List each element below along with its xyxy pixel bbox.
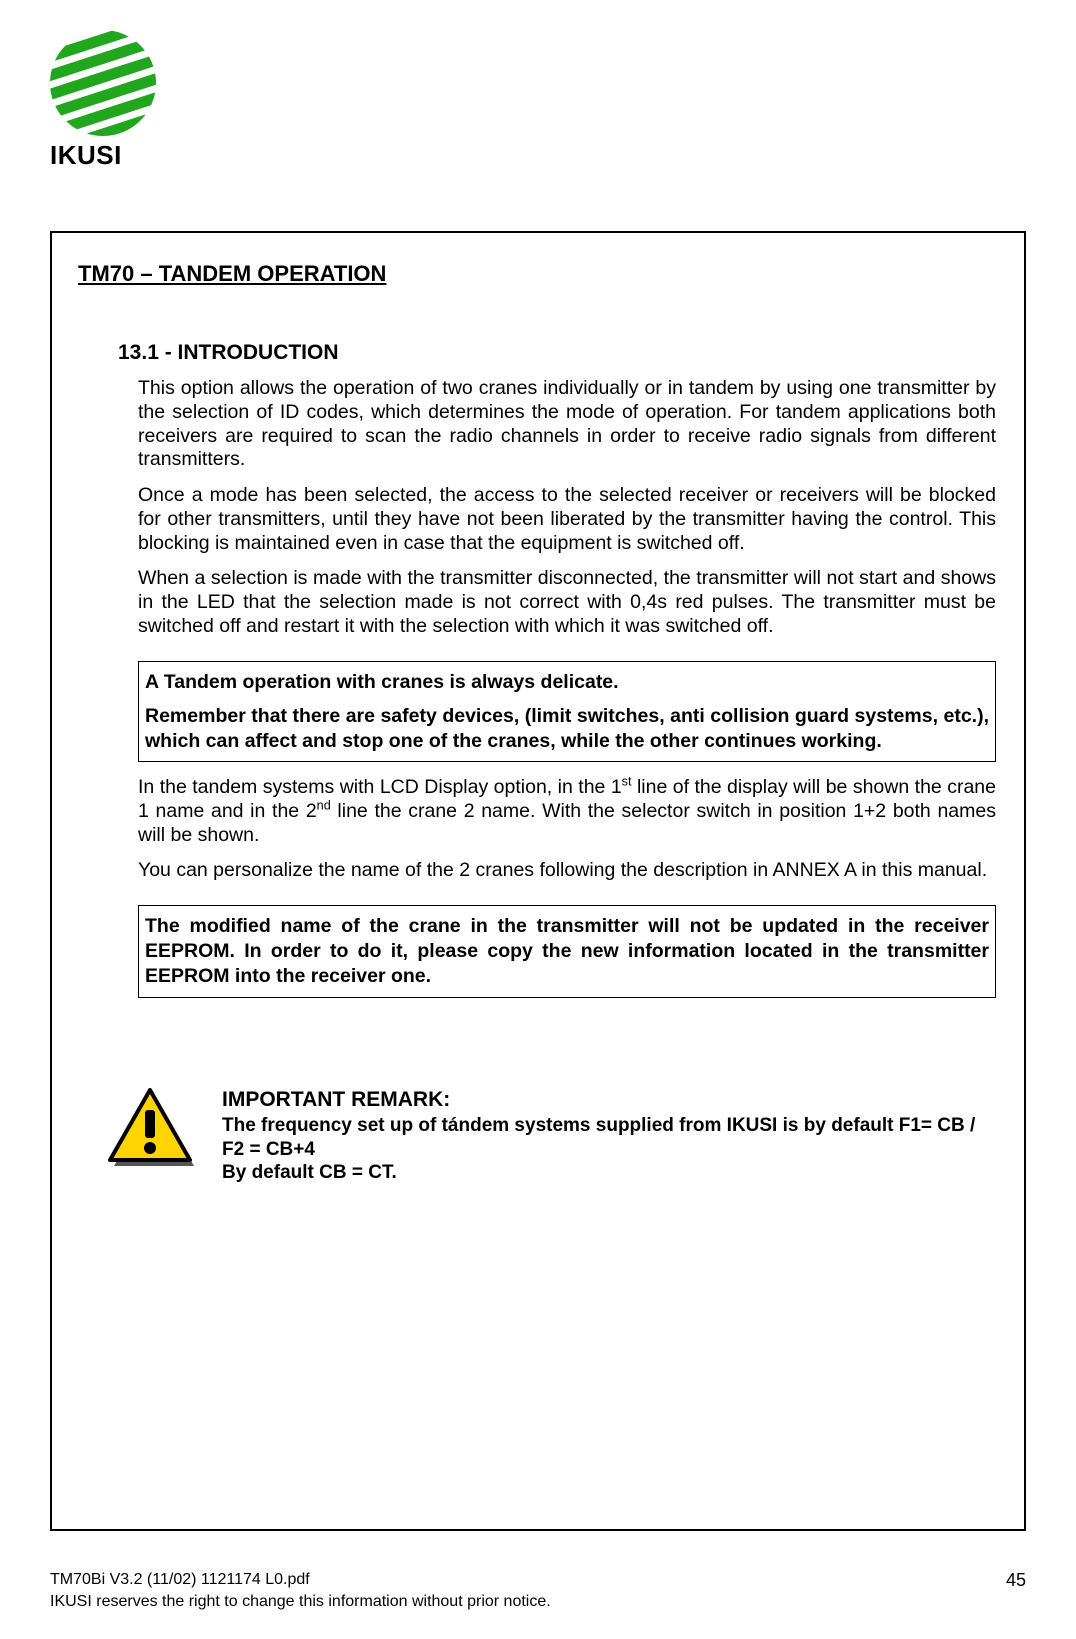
page-number: 45 bbox=[1006, 1570, 1026, 1592]
callout-line: The modified name of the crane in the tr… bbox=[145, 914, 989, 989]
callout-box: The modified name of the crane in the tr… bbox=[138, 905, 996, 998]
callout-line: A Tandem operation with cranes is always… bbox=[145, 670, 989, 694]
warning-icon bbox=[104, 1088, 196, 1177]
page: IKUSI TM70 – TANDEM OPERATION 13.1 - INT… bbox=[0, 0, 1076, 1639]
remark-text: IMPORTANT REMARK: The frequency set up o… bbox=[222, 1088, 996, 1185]
callout-line: Remember that there are safety devices, … bbox=[145, 704, 989, 753]
superscript: nd bbox=[317, 798, 331, 812]
paragraph: You can personalize the name of the 2 cr… bbox=[138, 859, 996, 883]
paragraph: This option allows the operation of two … bbox=[138, 377, 996, 472]
body-block: This option allows the operation of two … bbox=[138, 377, 996, 1185]
footer-disclaimer: IKUSI reserves the right to change this … bbox=[50, 1592, 1026, 1611]
callout-box: A Tandem operation with cranes is always… bbox=[138, 661, 996, 762]
paragraph: When a selection is made with the transm… bbox=[138, 567, 996, 638]
remark-line: The frequency set up of tándem systems s… bbox=[222, 1114, 996, 1162]
paragraph: Once a mode has been selected, the acces… bbox=[138, 484, 996, 555]
remark-line: By default CB = CT. bbox=[222, 1161, 996, 1185]
ikusi-logo-icon bbox=[50, 30, 156, 136]
content-frame: TM70 – TANDEM OPERATION 13.1 - INTRODUCT… bbox=[50, 231, 1026, 1531]
section-title: 13.1 - INTRODUCTION bbox=[118, 341, 998, 365]
footer-doc-id: TM70Bi V3.2 (11/02) 1121174 L0.pdf bbox=[50, 1570, 310, 1592]
superscript: st bbox=[622, 774, 632, 788]
brand-name: IKUSI bbox=[50, 140, 1026, 171]
page-footer: TM70Bi V3.2 (11/02) 1121174 L0.pdf 45 IK… bbox=[50, 1570, 1026, 1611]
brand-logo: IKUSI bbox=[50, 30, 1026, 171]
text-fragment: In the tandem systems with LCD Display o… bbox=[138, 776, 622, 798]
important-remark: IMPORTANT REMARK: The frequency set up o… bbox=[104, 1088, 996, 1185]
remark-title: IMPORTANT REMARK: bbox=[222, 1088, 996, 1112]
paragraph: In the tandem systems with LCD Display o… bbox=[138, 776, 996, 847]
main-title: TM70 – TANDEM OPERATION bbox=[78, 261, 998, 287]
